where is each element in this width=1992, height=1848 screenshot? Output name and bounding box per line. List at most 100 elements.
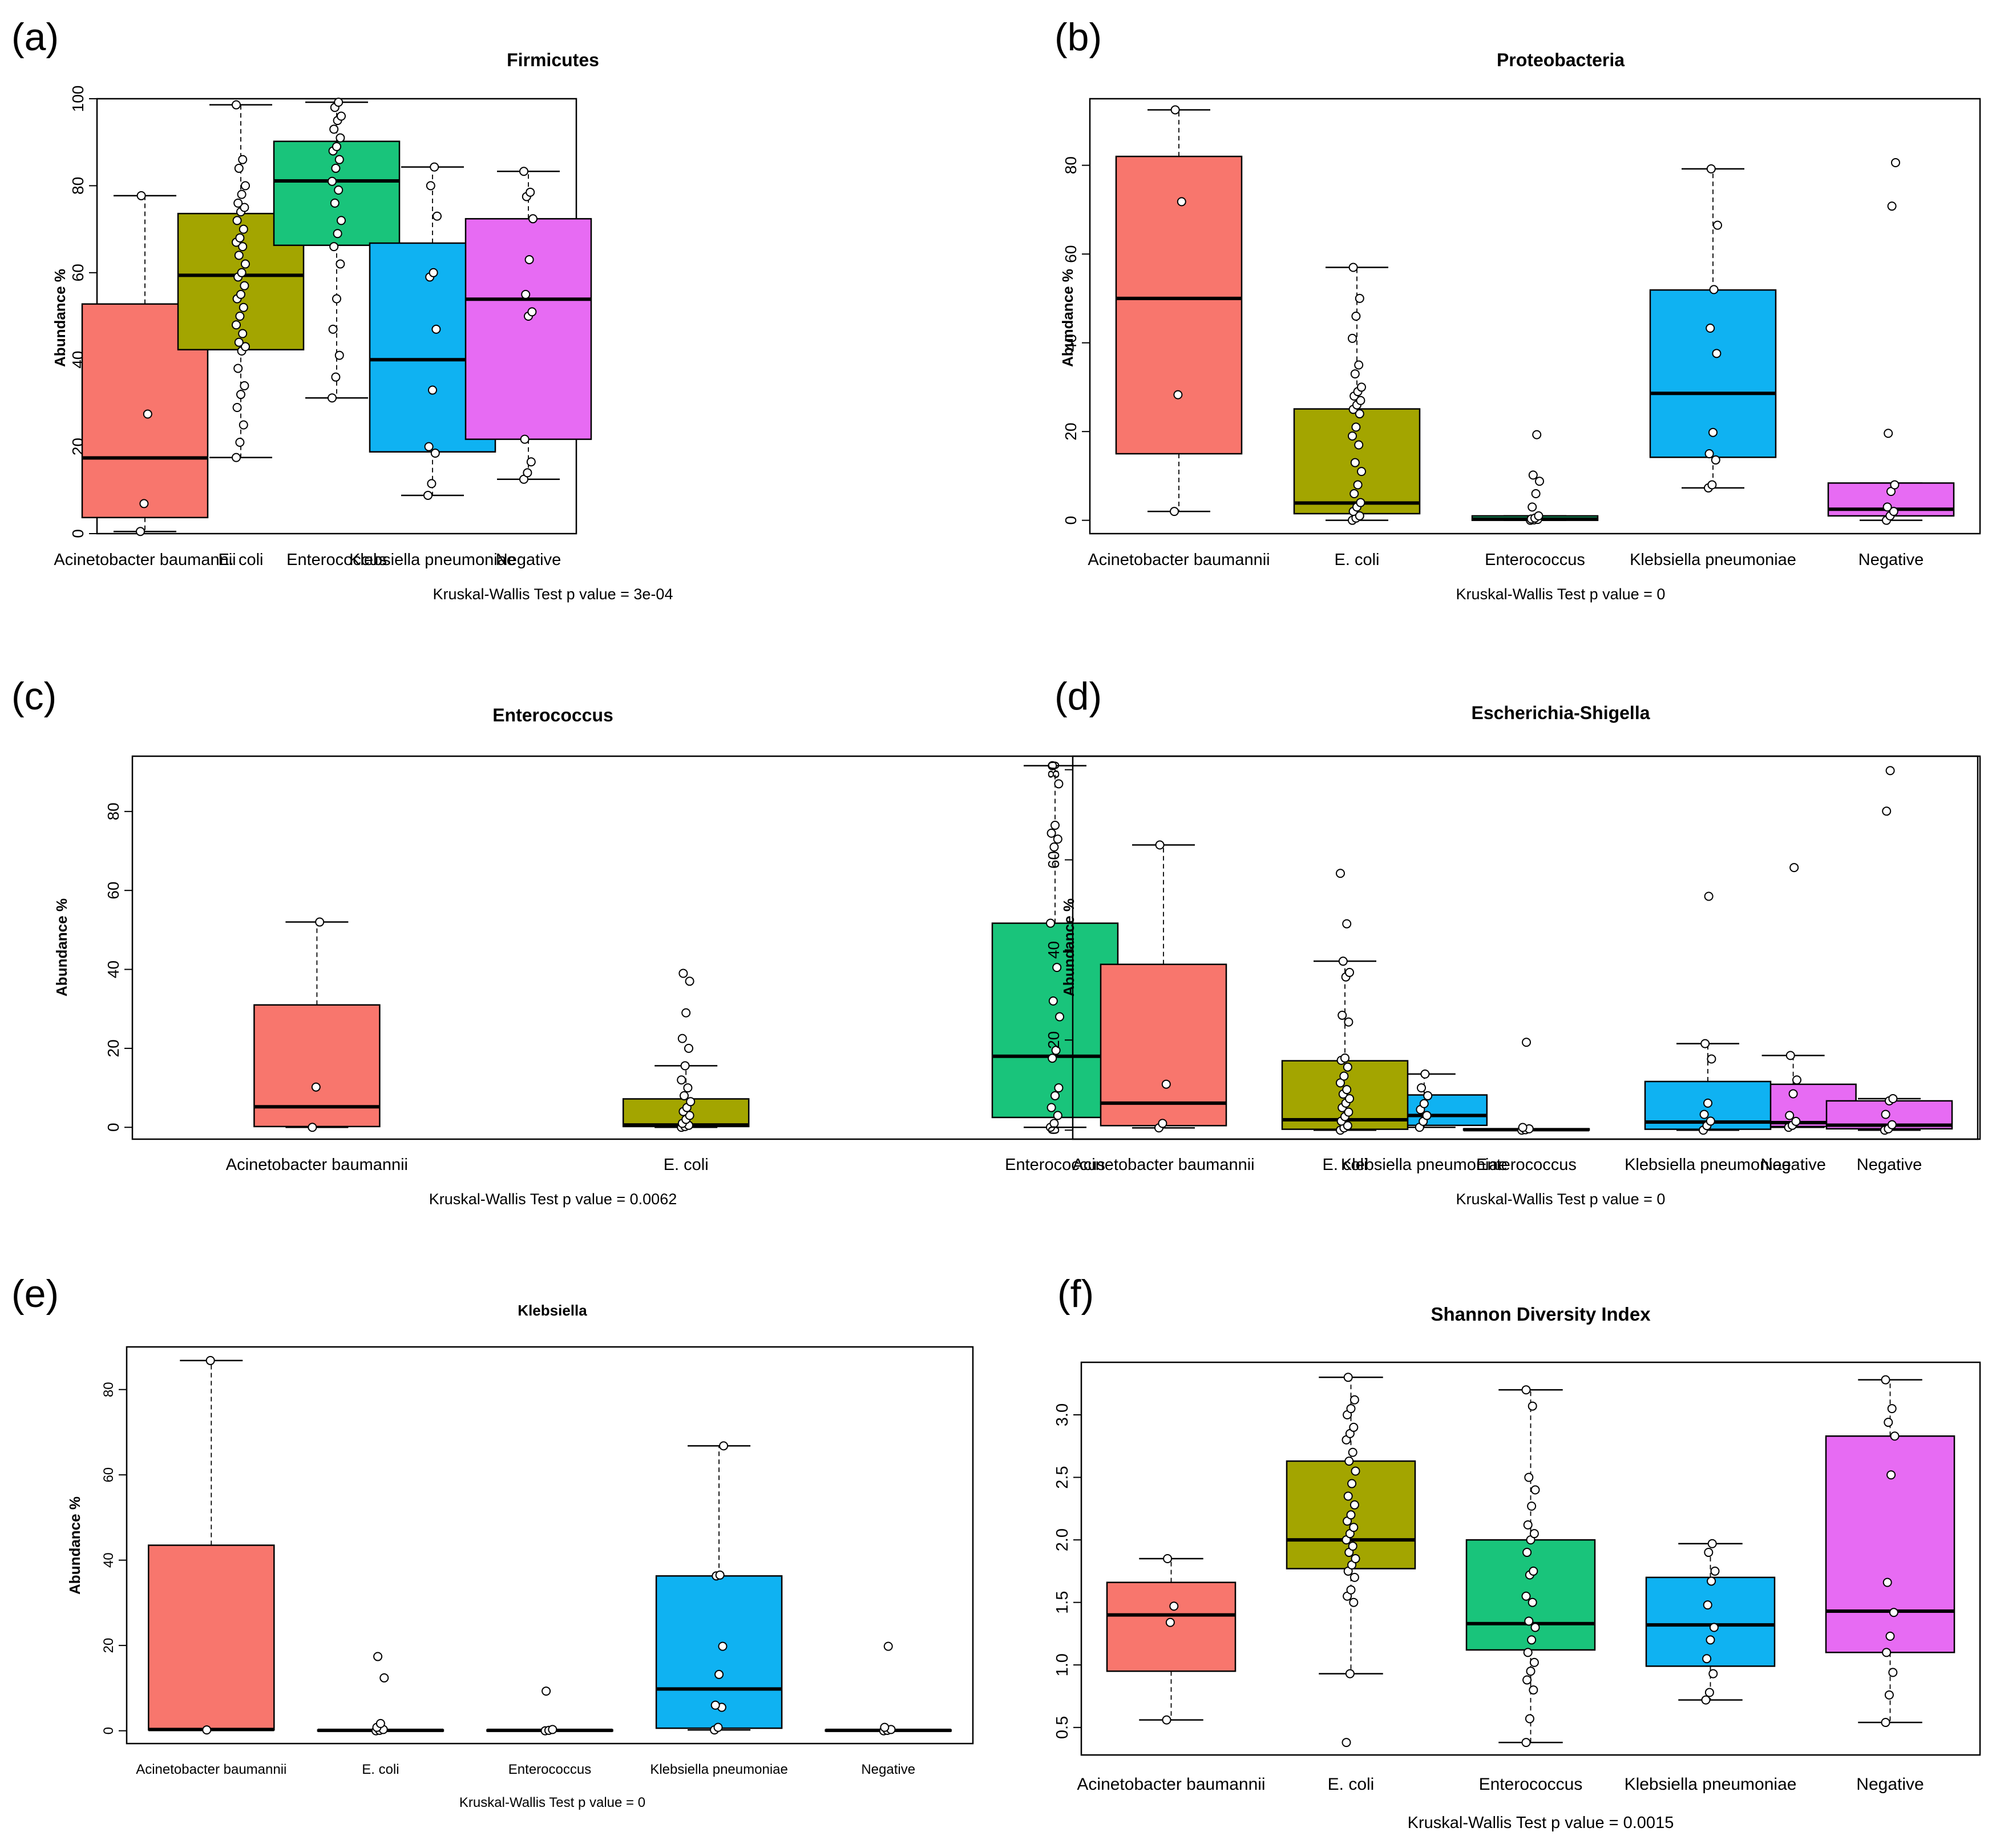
data-point: [1713, 220, 1722, 230]
data-point: [1785, 1051, 1795, 1060]
data-point: [1886, 1470, 1896, 1480]
data-point: [139, 499, 149, 509]
y-tick-label: 0.5: [1053, 1716, 1072, 1739]
box-negative: [1827, 158, 1955, 525]
data-point: [332, 294, 341, 304]
data-point: [1700, 1039, 1710, 1048]
data-point: [1354, 440, 1364, 450]
data-point: [1049, 1119, 1059, 1128]
data-point: [234, 251, 244, 260]
panel-3: (c) Enterococcus 0 20 40 60 80 Abundance % Acine…: [11, 675, 1979, 1208]
data-point: [683, 1083, 693, 1093]
y-tick-label: 20: [1062, 423, 1080, 441]
x-tick-label: Acinetobacter baumannii: [1077, 1775, 1265, 1794]
data-point: [1889, 1608, 1898, 1617]
data-point: [424, 442, 434, 451]
data-point: [379, 1673, 389, 1682]
data-point: [1350, 369, 1360, 379]
y-axis-label: Abundance %: [1059, 269, 1076, 367]
data-point: [1522, 1675, 1532, 1685]
box-e-coli: [622, 969, 750, 1132]
x-tick-label: Klebsiella pneumoniae: [1341, 1156, 1508, 1174]
data-point: [677, 1034, 687, 1043]
data-point: [1348, 431, 1357, 441]
data-point: [136, 527, 145, 536]
data-point: [1525, 1714, 1534, 1724]
panel-letter: (f): [1057, 1272, 1094, 1316]
data-point: [680, 1061, 690, 1071]
x-tick-label: Acinetobacter baumannii: [136, 1762, 286, 1777]
data-point: [1344, 1456, 1354, 1466]
y-tick-label: 100: [69, 86, 87, 112]
data-point: [315, 917, 325, 927]
data-point: [1882, 1648, 1892, 1657]
box-enterococcus: [1465, 1385, 1596, 1748]
box-enterococcus: [486, 1686, 613, 1736]
plot-frame: [1089, 98, 1981, 535]
data-point: [710, 1700, 720, 1710]
data-point: [1348, 263, 1358, 272]
data-point: [1348, 1542, 1357, 1551]
chart-title: Firmicutes: [507, 50, 599, 70]
box-acinetobacter-baumannii: [1115, 105, 1243, 517]
data-point: [1707, 480, 1717, 490]
data-point: [526, 457, 536, 467]
data-point: [1529, 1529, 1539, 1539]
data-point: [1355, 293, 1364, 303]
x-tick-label: E. coli: [362, 1762, 399, 1777]
data-point: [1527, 1635, 1537, 1645]
box-enterococcus: [991, 761, 1119, 1132]
box-klebsiella-pneumoniae: [1644, 891, 1772, 1135]
x-tick-label: Enterococcus: [1485, 551, 1585, 569]
data-point: [1177, 197, 1186, 207]
data-point: [684, 1043, 693, 1053]
data-point: [1345, 967, 1354, 977]
box-enterococcus: [1471, 430, 1599, 525]
y-tick-label: 40: [101, 1552, 116, 1568]
data-point: [336, 133, 345, 143]
data-point: [714, 1669, 724, 1679]
data-point: [542, 1686, 551, 1696]
data-point: [1050, 821, 1060, 830]
iqr-box: [1115, 155, 1243, 455]
y-tick-label: 0: [101, 1727, 116, 1734]
data-point: [1344, 1017, 1353, 1027]
data-point: [232, 403, 242, 413]
data-point: [527, 307, 537, 317]
y-tick-label: 0: [1062, 516, 1080, 525]
y-tick-label: 0: [1045, 1125, 1062, 1135]
data-point: [519, 167, 528, 176]
data-point: [239, 224, 248, 234]
data-point: [241, 259, 250, 269]
data-point: [1881, 1375, 1890, 1385]
data-point: [1054, 779, 1064, 789]
x-tick-label: Klebsiella pneumoniae: [1625, 1775, 1797, 1794]
data-point: [1518, 1123, 1528, 1132]
y-tick-label: 0: [104, 1123, 122, 1132]
chart-title: Klebsiella: [518, 1302, 587, 1319]
data-point: [718, 1641, 728, 1651]
data-point: [239, 302, 248, 312]
data-point: [1161, 1079, 1171, 1089]
x-tick-label: Negative: [861, 1762, 915, 1777]
data-point: [1889, 507, 1898, 517]
data-point: [1887, 201, 1897, 211]
data-point: [232, 100, 241, 110]
data-point: [241, 342, 250, 352]
data-point: [1888, 1094, 1898, 1103]
data-point: [1703, 1098, 1712, 1108]
data-point: [1054, 1083, 1064, 1093]
data-point: [1346, 1510, 1356, 1520]
data-point: [1523, 1648, 1533, 1657]
data-point: [1170, 105, 1180, 115]
data-point: [1530, 1623, 1540, 1632]
y-tick-label: 2.0: [1053, 1528, 1072, 1551]
data-point: [334, 155, 344, 164]
data-point: [1349, 1500, 1359, 1510]
data-point: [1336, 869, 1345, 878]
y-tick-label: 3.0: [1053, 1403, 1072, 1426]
data-point: [1356, 396, 1365, 405]
data-point: [1053, 834, 1062, 844]
data-point: [1709, 285, 1719, 294]
